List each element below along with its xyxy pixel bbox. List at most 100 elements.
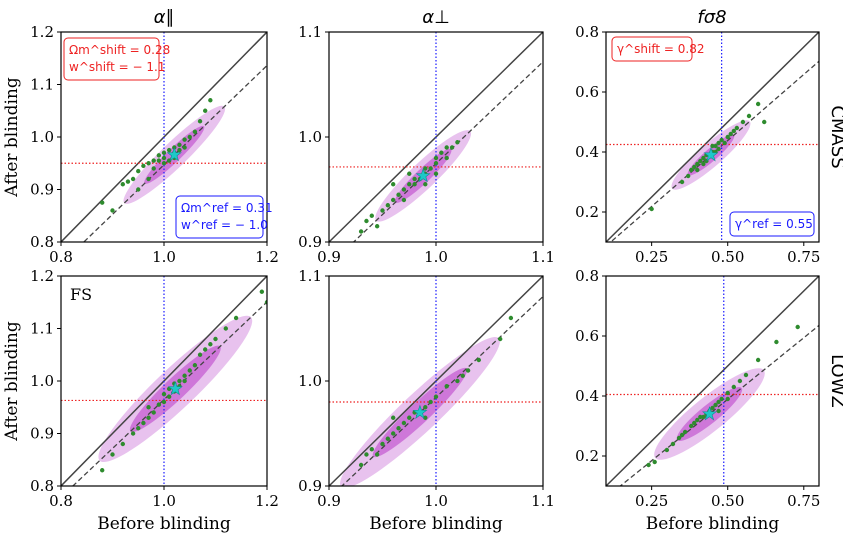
data-point xyxy=(385,436,391,441)
data-point xyxy=(670,441,676,447)
ref-legend-apar-frame xyxy=(175,195,264,239)
y-tick-label: 0.6 xyxy=(575,83,599,101)
x-tick-label: 1.0 xyxy=(424,248,448,266)
x-tick-label: 0.9 xyxy=(317,492,341,510)
data-point xyxy=(695,161,700,167)
y-tick-label: 1.1 xyxy=(298,23,322,41)
y-tick-label: 0.4 xyxy=(575,143,599,161)
y-tick-label: 0.9 xyxy=(30,425,54,443)
ref-legend-apar-text: Ωm^ref = 0.31 xyxy=(181,201,273,215)
data-point xyxy=(646,462,651,468)
data-point xyxy=(110,452,115,457)
data-point xyxy=(182,145,187,150)
data-point xyxy=(358,462,364,468)
shift-legend-apar-text: w^shift = − 1.1 xyxy=(69,60,165,74)
x-tick-label: 0.8 xyxy=(49,248,73,266)
y-tick-label: 0.6 xyxy=(575,327,599,345)
data-point xyxy=(161,150,167,155)
data-point xyxy=(460,373,465,378)
data-point xyxy=(444,155,449,161)
mean-star xyxy=(701,406,717,421)
data-point xyxy=(391,197,396,203)
data-point xyxy=(449,145,455,150)
data-point xyxy=(755,357,761,363)
y-tick-label: 1.0 xyxy=(30,372,54,390)
y-tick-label: 1.2 xyxy=(30,267,54,285)
data-point xyxy=(146,176,151,182)
data-point xyxy=(423,415,428,420)
data-point xyxy=(166,394,172,399)
data-point xyxy=(716,399,721,405)
row-label-cmass: CMASS xyxy=(827,105,843,168)
data-point xyxy=(701,414,706,420)
panel-lowz_apar: 0.8 1.0 1.2 0.8 0.9 1.0 1.1 1.2 Before blinding A… xyxy=(2,267,279,534)
data-point xyxy=(795,324,800,330)
data-point xyxy=(428,399,433,405)
data-point xyxy=(407,415,412,420)
data-point xyxy=(412,176,417,182)
data-point xyxy=(719,137,724,143)
data-point xyxy=(120,182,126,187)
plot-area xyxy=(329,32,543,242)
data-point xyxy=(731,128,736,134)
y-tick-label: 1.1 xyxy=(30,320,54,338)
data-point xyxy=(679,432,685,438)
data-point xyxy=(652,459,657,465)
data-point xyxy=(423,405,428,410)
data-point xyxy=(161,161,167,166)
data-point xyxy=(192,363,198,368)
x-tick-label: 1.0 xyxy=(152,492,176,510)
data-point xyxy=(692,420,697,426)
data-point xyxy=(737,378,743,384)
data-point xyxy=(208,98,213,103)
data-point xyxy=(374,452,380,457)
data-point xyxy=(187,134,192,140)
x-tick-label: 1.1 xyxy=(531,248,555,266)
x-tick-label: 1.0 xyxy=(424,492,448,510)
data-point xyxy=(728,131,733,137)
data-point xyxy=(433,155,439,161)
x-tick-label: 1.0 xyxy=(152,248,176,266)
y-tick-label: 1.0 xyxy=(298,372,322,390)
shift-legend-fs8-frame xyxy=(611,36,693,62)
data-point xyxy=(679,179,685,185)
x-tick-label: 0.50 xyxy=(711,248,744,266)
column-title: fσ8 xyxy=(697,7,726,28)
data-point xyxy=(746,113,752,119)
y-tick-label: 0.9 xyxy=(298,233,322,251)
data-point xyxy=(444,384,449,389)
data-point xyxy=(136,187,141,192)
data-point xyxy=(125,179,131,184)
data-point xyxy=(695,167,700,173)
column-title: α∥ xyxy=(154,7,175,28)
data-point xyxy=(100,468,105,473)
data-point xyxy=(385,203,391,208)
data-point xyxy=(444,145,449,150)
x-tick-label: 0.9 xyxy=(317,248,341,266)
data-point xyxy=(391,182,396,187)
data-point xyxy=(130,176,136,182)
data-point xyxy=(203,347,208,352)
data-point xyxy=(177,378,182,384)
data-point xyxy=(423,182,428,187)
identity-line xyxy=(606,32,819,242)
data-point xyxy=(455,378,460,384)
data-point xyxy=(141,163,146,169)
column-title: α⊥ xyxy=(422,7,450,28)
data-point xyxy=(649,206,654,212)
data-point xyxy=(364,218,369,224)
data-point xyxy=(743,372,749,378)
x-tick-label: 1.1 xyxy=(531,492,555,510)
data-point xyxy=(725,390,730,396)
data-point xyxy=(716,146,721,152)
y-tick-label: 1.0 xyxy=(298,128,322,146)
data-point xyxy=(369,447,374,452)
y-axis-label: After blinding xyxy=(2,321,22,442)
ref-legend-fs8-frame xyxy=(729,211,815,237)
row-label-lowz: LOWZ xyxy=(827,354,843,408)
data-point xyxy=(156,158,162,163)
data-point xyxy=(412,182,417,187)
shift-legend-fs8-text: γ^shift = 0.82 xyxy=(617,42,704,56)
